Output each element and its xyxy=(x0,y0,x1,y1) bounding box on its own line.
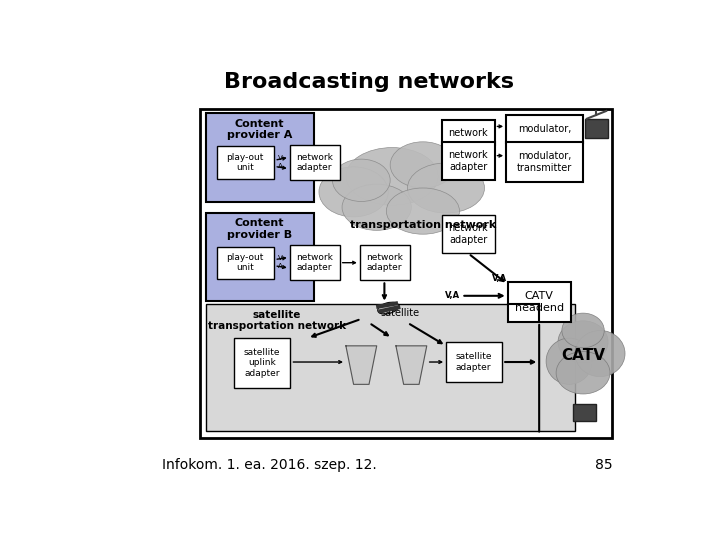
Text: satellite
uplink
adapter: satellite uplink adapter xyxy=(243,348,280,377)
Ellipse shape xyxy=(333,159,390,201)
Bar xyxy=(506,142,583,182)
Ellipse shape xyxy=(342,184,411,231)
Text: play-out
unit: play-out unit xyxy=(226,153,264,172)
Text: A: A xyxy=(278,164,283,170)
Text: V,A: V,A xyxy=(492,274,508,284)
Text: Content
provider B: Content provider B xyxy=(227,218,292,240)
Text: satellite
adapter: satellite adapter xyxy=(456,352,492,372)
Text: transportation network: transportation network xyxy=(350,220,496,230)
Text: CATV: CATV xyxy=(561,348,605,363)
Bar xyxy=(360,245,410,280)
Text: network: network xyxy=(449,127,488,138)
Ellipse shape xyxy=(546,338,593,384)
Bar xyxy=(442,120,495,145)
Bar xyxy=(289,245,340,280)
Bar xyxy=(442,142,495,180)
Bar xyxy=(585,119,608,138)
Polygon shape xyxy=(346,346,377,384)
Bar xyxy=(206,113,314,202)
Text: modulator,
transmitter: modulator, transmitter xyxy=(517,151,572,173)
Bar xyxy=(234,338,290,388)
Text: A: A xyxy=(278,263,283,269)
Ellipse shape xyxy=(378,302,399,314)
Bar xyxy=(506,115,583,143)
Text: Broadcasting networks: Broadcasting networks xyxy=(224,72,514,92)
Bar xyxy=(508,282,571,322)
Bar xyxy=(206,303,575,430)
Ellipse shape xyxy=(319,167,388,217)
Text: Content
provider A: Content provider A xyxy=(227,119,292,140)
Ellipse shape xyxy=(562,313,604,348)
Ellipse shape xyxy=(575,330,625,377)
Bar xyxy=(573,403,596,421)
Ellipse shape xyxy=(558,321,608,363)
Bar xyxy=(217,146,274,179)
Text: network
adapter: network adapter xyxy=(366,253,402,272)
Bar xyxy=(199,109,611,438)
Ellipse shape xyxy=(387,188,459,234)
Bar xyxy=(217,247,274,279)
Text: V: V xyxy=(278,155,283,161)
Text: Infokom. 1. ea. 2016. szep. 12.: Infokom. 1. ea. 2016. szep. 12. xyxy=(161,458,377,472)
Polygon shape xyxy=(396,346,427,384)
Text: network
adapter: network adapter xyxy=(449,150,488,172)
Text: play-out
unit: play-out unit xyxy=(226,253,264,272)
Bar xyxy=(206,213,314,301)
Ellipse shape xyxy=(346,147,438,205)
Text: network
adapter: network adapter xyxy=(449,224,488,245)
Ellipse shape xyxy=(390,142,456,188)
Text: V,A: V,A xyxy=(444,291,460,300)
Bar xyxy=(446,342,503,382)
Text: modulator,: modulator, xyxy=(518,124,571,134)
Ellipse shape xyxy=(408,163,485,213)
Text: 85: 85 xyxy=(595,458,613,472)
Bar xyxy=(289,145,340,180)
Text: satellite
transportation network: satellite transportation network xyxy=(207,309,346,331)
Text: V: V xyxy=(278,255,283,261)
Bar xyxy=(442,215,495,253)
Ellipse shape xyxy=(556,352,610,394)
Text: network
adapter: network adapter xyxy=(296,153,333,172)
Text: satellite: satellite xyxy=(380,308,419,318)
Text: network
adapter: network adapter xyxy=(296,253,333,272)
Text: CATV
headend: CATV headend xyxy=(515,291,564,313)
